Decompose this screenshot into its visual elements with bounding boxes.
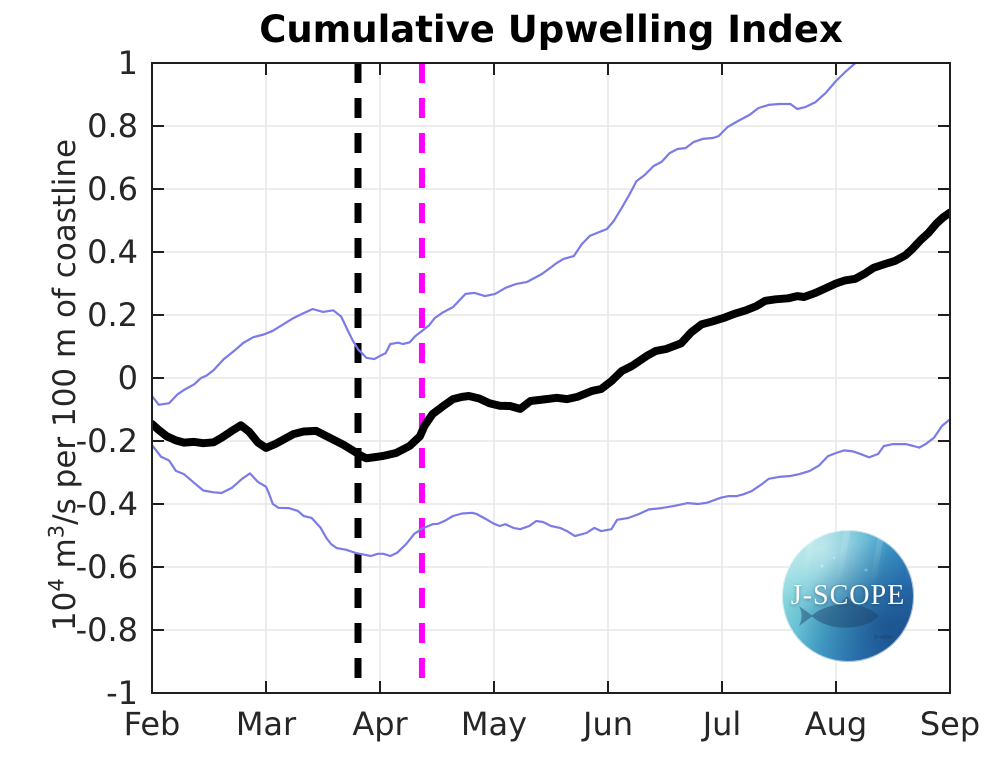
x-tick-label: Jun [583, 705, 633, 743]
mean-index-line [152, 208, 950, 463]
x-tick-label: Feb [123, 705, 181, 743]
y-tick-label: -1 [106, 674, 138, 712]
jscope-logo: J-SCOPE [782, 530, 914, 662]
y-tick-label: 0.8 [87, 107, 138, 145]
chart-title: Cumulative Upwelling Index [259, 8, 843, 51]
y-tick-label: -0.2 [75, 422, 138, 460]
y-tick-label: -0.8 [75, 611, 138, 649]
light-rays-decoration [782, 530, 914, 623]
jscope-logo-text: J-SCOPE [790, 580, 906, 611]
lower-uncertainty-line [152, 418, 950, 558]
x-tick-label: Mar [235, 705, 297, 743]
y-tick-label: 0.2 [87, 296, 138, 334]
y-tick-label: -0.6 [75, 548, 138, 586]
upper-uncertainty-line [152, 63, 857, 406]
fish-silhouette-icon [799, 556, 894, 640]
x-tick-label: Aug [804, 705, 868, 743]
y-tick-label: 0.4 [87, 233, 138, 271]
y-tick-label: 0.6 [87, 170, 138, 208]
y-tick-label: 0 [117, 359, 138, 397]
x-tick-label: May [460, 705, 528, 743]
x-tick-label: Apr [352, 705, 408, 743]
x-tick-label: Sep [919, 705, 981, 743]
y-tick-label: -0.4 [75, 485, 138, 523]
y-tick-label: 1 [117, 44, 138, 82]
x-tick-label: Jul [702, 705, 742, 743]
